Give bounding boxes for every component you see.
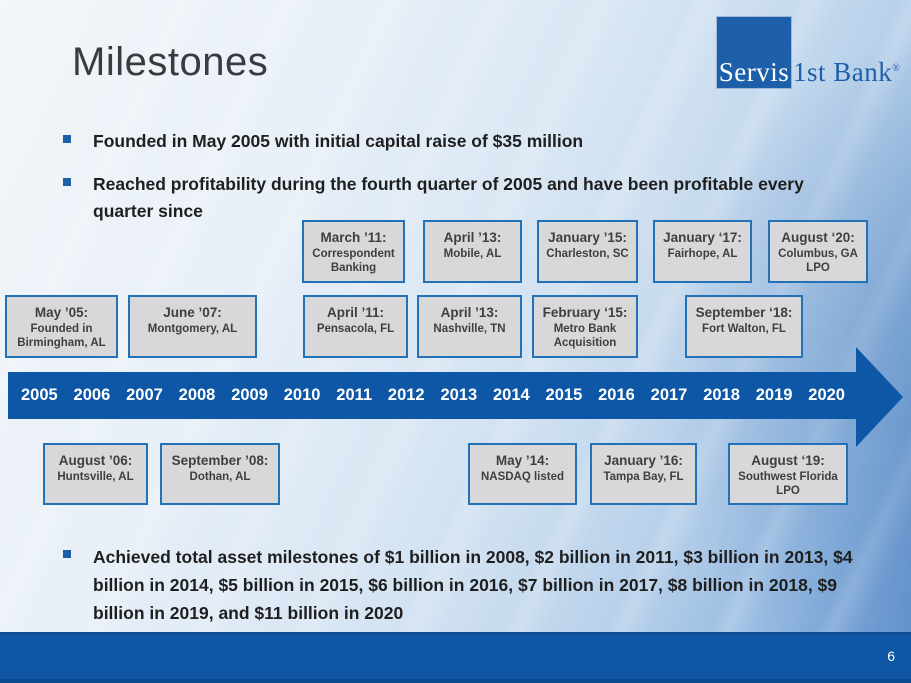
- timeline-year: 2011: [336, 386, 373, 404]
- logo-blue-square: Servis: [717, 17, 791, 88]
- logo-bank-text: 1st Bank®: [793, 57, 901, 87]
- milestone-date: September ‘18:: [695, 305, 793, 320]
- milestone-detail: Southwest Florida LPO: [738, 470, 838, 498]
- milestone-date: June ’07:: [163, 305, 222, 320]
- timeline-year: 2006: [73, 386, 111, 404]
- milestone-detail: Nashville, TN: [433, 322, 506, 335]
- milestone-date: February ‘15:: [542, 305, 628, 320]
- milestone-date: January ‘17:: [663, 230, 742, 245]
- milestone-detail: Montgomery, AL: [147, 322, 238, 335]
- milestone-detail: Correspondent Banking: [312, 247, 395, 275]
- milestone-detail: Founded in Birmingham, AL: [17, 322, 106, 350]
- milestone-date: August ‘19:: [751, 453, 825, 468]
- timeline-year: 2014: [493, 386, 530, 404]
- milestone-date: April ’13:: [443, 230, 502, 245]
- milestone-box: September ‘18: Fort Walton, FL: [685, 295, 803, 358]
- milestone-date: August ‘20:: [781, 230, 855, 245]
- timeline-year: 2005: [21, 386, 58, 404]
- milestone-box: May ’14: NASDAQ listed: [468, 443, 577, 505]
- footer-bar: 6: [0, 632, 911, 683]
- milestone-date: May ’14:: [495, 453, 550, 468]
- timeline-year: 2012: [387, 386, 425, 404]
- milestone-detail: Charleston, SC: [546, 247, 629, 260]
- milestone-box: April ’11: Pensacola, FL: [303, 295, 408, 358]
- milestone-box: March ’11: Correspondent Banking: [302, 220, 405, 283]
- milestone-box: September ’08: Dothan, AL: [160, 443, 280, 505]
- page-number: 6: [887, 648, 895, 664]
- timeline-year: 2015: [545, 386, 583, 404]
- bullet-square-icon: [63, 135, 71, 143]
- servisfirst-bank-logo: Servis 1st Bank®: [717, 17, 900, 88]
- milestone-date: January ’15:: [548, 230, 627, 245]
- milestone-detail: Mobile, AL: [443, 247, 502, 260]
- milestone-box: April ’13: Nashville, TN: [417, 295, 522, 358]
- timeline-year: 2010: [283, 386, 321, 404]
- milestone-box: January ‘17: Fairhope, AL: [653, 220, 752, 283]
- milestone-detail: NASDAQ listed: [480, 470, 565, 483]
- timeline-bar: 2005 2006 2007 2008 2009 2010 2011 2012 2013 2014…: [8, 372, 858, 419]
- bullet-profitability: Reached profitability during the fourth …: [63, 171, 863, 225]
- milestone-detail: Metro Bank Acquisition: [553, 322, 617, 350]
- milestone-detail: Fairhope, AL: [667, 247, 738, 260]
- timeline-year: 2020: [808, 386, 845, 404]
- timeline-year: 2009: [231, 386, 268, 404]
- bullet-asset-milestones: Achieved total asset milestones of $1 bi…: [63, 543, 868, 627]
- timeline-arrowhead-icon: [856, 347, 903, 447]
- bullet-square-icon: [63, 550, 71, 558]
- milestone-date: May ’05:: [34, 305, 89, 320]
- milestone-box: April ’13: Mobile, AL: [423, 220, 522, 283]
- timeline-year: 2016: [598, 386, 635, 404]
- milestone-date: January ’16:: [604, 453, 683, 468]
- milestone-box: August ‘20: Columbus, GA LPO: [768, 220, 868, 283]
- milestone-detail: Dothan, AL: [189, 470, 251, 483]
- milestone-date: April ’11:: [326, 305, 385, 320]
- milestone-box: January ’16: Tampa Bay, FL: [590, 443, 697, 505]
- milestone-box: August ‘19: Southwest Florida LPO: [728, 443, 848, 505]
- milestone-date: August ’06:: [58, 453, 133, 468]
- timeline-year: 2019: [755, 386, 793, 404]
- bullet-square-icon: [63, 178, 71, 186]
- milestone-detail: Tampa Bay, FL: [603, 470, 684, 483]
- timeline-year: 2008: [178, 386, 216, 404]
- milestone-box: May ’05: Founded in Birmingham, AL: [5, 295, 118, 358]
- milestone-box: August ’06: Huntsville, AL: [43, 443, 148, 505]
- registered-trademark-symbol: ®: [892, 63, 901, 74]
- logo-servis-text: Servis: [718, 57, 790, 87]
- milestone-box: February ‘15: Metro Bank Acquisition: [532, 295, 638, 358]
- milestone-detail: Fort Walton, FL: [702, 322, 786, 335]
- milestone-detail: Huntsville, AL: [57, 470, 134, 483]
- milestone-detail: Pensacola, FL: [316, 322, 395, 335]
- milestone-date: September ’08:: [171, 453, 269, 468]
- milestone-box: June ’07: Montgomery, AL: [128, 295, 257, 358]
- timeline-year: 2017: [650, 386, 688, 404]
- milestone-detail: Columbus, GA LPO: [778, 247, 858, 275]
- timeline-year: 2018: [703, 386, 740, 404]
- timeline-year: 2007: [126, 386, 163, 404]
- milestone-box: January ’15: Charleston, SC: [537, 220, 638, 283]
- milestone-date: March ’11:: [320, 230, 387, 245]
- slide-title: Milestones: [72, 40, 269, 84]
- bullet-founded: Founded in May 2005 with initial capital…: [63, 128, 863, 155]
- timeline-year: 2013: [440, 386, 478, 404]
- milestone-date: April ’13:: [440, 305, 499, 320]
